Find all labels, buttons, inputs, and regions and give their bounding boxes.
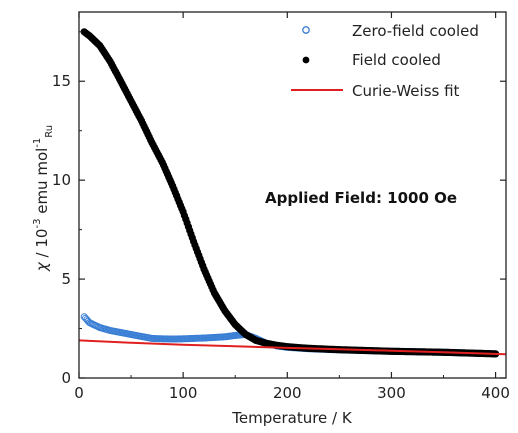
x-tick-label: 400	[481, 384, 510, 402]
y-axis-title: χ / 10-3 emu mol-1Ru	[32, 125, 55, 272]
x-axis-title: Temperature / K	[231, 409, 353, 427]
legend: Zero-field cooled Field cooled Curie-Wei…	[291, 22, 479, 100]
legend-marker-zfc	[302, 26, 310, 34]
x-tick-label: 100	[169, 384, 198, 402]
y-tick-label: 0	[61, 369, 71, 387]
y-axis-title-sub: Ru	[44, 125, 55, 138]
legend-marker-fc	[302, 56, 310, 64]
y-axis-title-exp2: -1	[32, 138, 43, 148]
plot-frame	[78, 11, 507, 379]
y-axis-title-exp1: -3	[32, 219, 43, 229]
applied-field-annotation: Applied Field: 1000 Oe	[265, 189, 457, 207]
plot-area	[78, 28, 507, 358]
legend-label-zfc: Zero-field cooled	[352, 22, 479, 40]
x-tick-label: 300	[377, 384, 406, 402]
x-tick-label: 0	[74, 384, 84, 402]
legend-label-cw: Curie-Weiss fit	[352, 82, 460, 100]
y-tick-label: 10	[52, 171, 71, 189]
y-tick-label: 5	[61, 270, 71, 288]
axes: 0 100 200 300 400 0 5 10 15	[52, 11, 510, 402]
series-line-curie-weiss-fit	[78, 339, 507, 356]
x-tick-label: 200	[273, 384, 302, 402]
y-axis-title-unit: emu mol	[33, 148, 51, 219]
legend-label-fc: Field cooled	[352, 51, 441, 69]
y-tick-label: 15	[52, 72, 71, 90]
y-axis-title-middle: / 10	[33, 229, 51, 263]
y-axis-title-chi: χ	[33, 261, 51, 272]
